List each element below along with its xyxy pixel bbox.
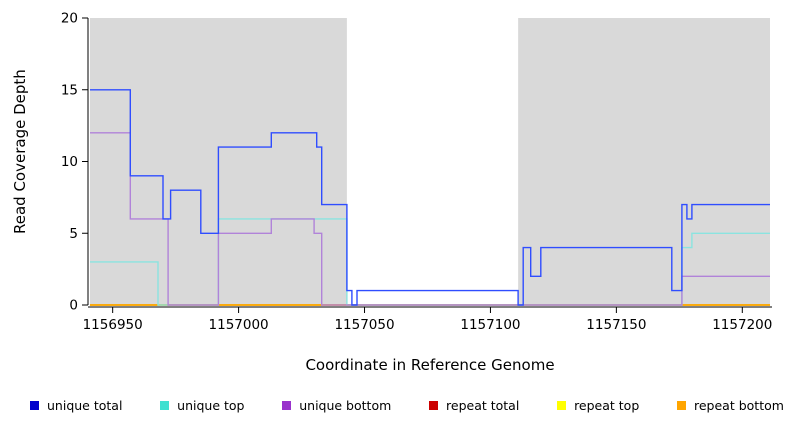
x-tick-label: 1157050 <box>334 317 394 333</box>
x-tick-label: 1157000 <box>209 317 269 333</box>
series-line-unique-bottom <box>90 132 770 306</box>
series-line-unique-total <box>90 89 770 306</box>
legend-swatch-icon <box>557 401 567 410</box>
coverage-plot-canvas: 0 5 10 15 20 1156950 1157000 1157050 1157100 1157… <box>61 11 773 334</box>
legend-swatch-icon <box>160 401 170 410</box>
y-axis-title: Read Coverage Depth <box>11 69 29 234</box>
legend-item-unique-total: unique total <box>30 398 122 413</box>
x-tick-label: 1157100 <box>460 317 520 333</box>
legend-label: unique total <box>47 398 123 413</box>
y-tick-label: 15 <box>61 82 78 98</box>
legend-swatch-icon <box>429 401 439 410</box>
legend-item-unique-top: unique top <box>160 398 244 413</box>
plot-background-band <box>518 18 770 305</box>
legend-label: repeat bottom <box>694 398 784 413</box>
legend-label: repeat top <box>574 398 640 413</box>
x-axis-title: Coordinate in Reference Genome <box>305 356 555 374</box>
legend-swatch-icon <box>282 401 292 410</box>
legend-item-unique-bottom: unique bottom <box>282 398 391 413</box>
chart-legend: unique total unique top unique bottom repea… <box>30 398 784 413</box>
legend-label: unique top <box>177 398 245 413</box>
legend-item-repeat-bottom: repeat bottom <box>677 398 784 413</box>
y-tick-label: 20 <box>61 11 78 27</box>
legend-label: unique bottom <box>299 398 392 413</box>
legend-swatch-icon <box>677 401 686 410</box>
y-tick-label: 0 <box>69 298 78 314</box>
legend-item-repeat-total: repeat total <box>429 398 519 413</box>
legend-item-repeat-top: repeat top <box>557 398 639 413</box>
legend-label: repeat total <box>446 398 520 413</box>
y-tick-label: 5 <box>69 226 78 242</box>
legend-swatch-icon <box>30 401 39 410</box>
y-tick-label: 10 <box>61 154 78 170</box>
x-tick-label: 1157150 <box>586 317 646 333</box>
x-tick-label: 1157200 <box>712 317 772 333</box>
x-tick-label: 1156950 <box>83 317 143 333</box>
